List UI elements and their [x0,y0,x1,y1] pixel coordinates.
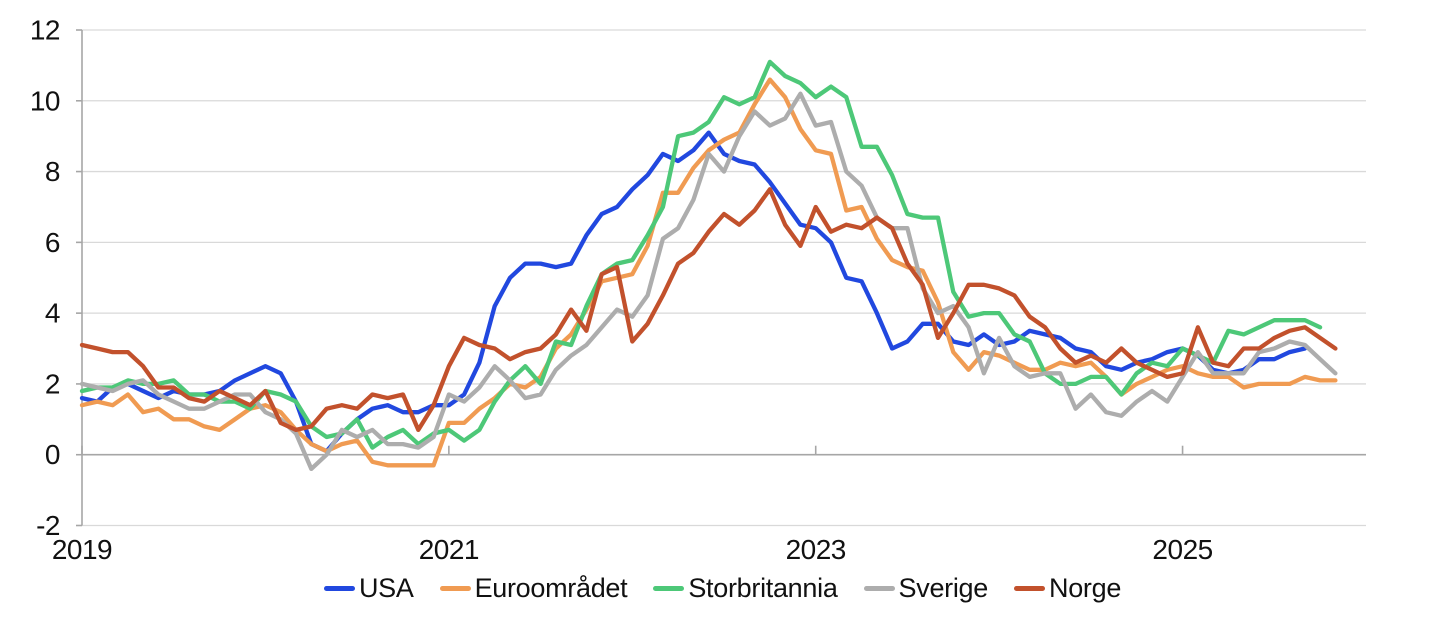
legend-label-storbritannia: Storbritannia [688,573,838,603]
series-line-euroomradet [79,77,1338,468]
chart-legend: USA Euroområdet Storbritannia Sverige Norge [0,573,1445,604]
y-axis-label: 4 [45,298,60,329]
y-axis-label: -2 [36,510,60,541]
y-axis-label: 2 [45,368,60,399]
x-axis-label: 2025 [1152,534,1212,565]
x-axis-label: 2021 [419,534,479,565]
y-axis-label: 0 [45,439,60,470]
legend-item-sverige: Sverige [863,573,989,604]
legend-item-storbritannia: Storbritannia [653,573,838,604]
legend-swatch-storbritannia [653,586,685,591]
y-axis-label: 12 [30,15,60,46]
legend-label-sverige: Sverige [898,573,989,603]
legend-item-norge: Norge [1014,573,1121,604]
series-line-norge [79,187,1338,433]
y-axis-label: 10 [30,85,60,116]
legend-swatch-sverige [863,586,895,591]
y-axis-label: 6 [45,227,60,258]
legend-swatch-norge [1014,586,1045,591]
legend-swatch-usa [323,586,355,591]
legend-item-usa: USA [323,573,414,604]
legend-item-euroomradet: Euroområdet [439,573,628,604]
legend-label-euroomradet: Euroområdet [474,573,628,603]
legend-label-norge: Norge [1049,573,1122,603]
x-axis-label: 2023 [786,534,846,565]
legend-swatch-euroomradet [439,586,471,591]
x-axis-label: 2019 [52,534,112,565]
legend-label-usa: USA [358,573,414,603]
y-axis-label: 8 [45,156,60,187]
series-line-storbritannia [79,59,1323,450]
